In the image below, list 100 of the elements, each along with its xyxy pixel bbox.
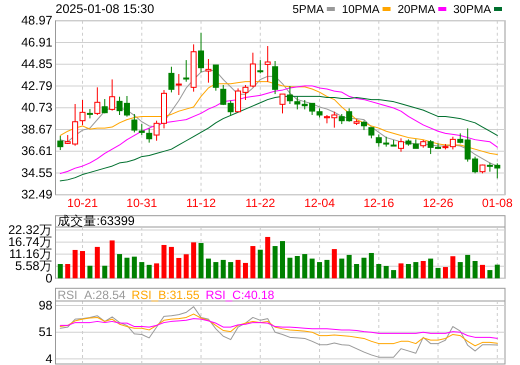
y-tick-label: 42.79 [21, 78, 53, 93]
legend-label: 5PMA [292, 4, 324, 16]
bar [413, 262, 418, 278]
bar [110, 240, 115, 278]
line-series [60, 314, 498, 346]
bar [391, 270, 396, 278]
candlestick [212, 64, 219, 92]
candlestick [102, 98, 108, 114]
bar [94, 246, 100, 278]
bar [242, 262, 248, 278]
y-tick-label: 0 [46, 271, 53, 286]
bar [317, 262, 322, 278]
line-series [60, 306, 498, 358]
bar [472, 260, 478, 278]
bar [80, 251, 86, 278]
bar [442, 267, 448, 278]
bar [339, 258, 344, 278]
bar [176, 258, 182, 278]
x-tick-label: 10-31 [126, 196, 158, 210]
candlestick [280, 94, 286, 114]
legend-label: 20PMA [398, 4, 436, 16]
y-tick-label: 46.91 [21, 35, 53, 50]
y-tick-label: 11.16万 [9, 247, 52, 262]
bar [368, 252, 374, 278]
candlestick [360, 120, 367, 131]
candlestick [94, 86, 100, 116]
y-tick-label: 5.58万 [15, 259, 52, 274]
candlestick [131, 114, 138, 133]
candlestick [176, 74, 182, 96]
chart-title: 2025-01-08 15:30 [56, 2, 154, 16]
bar [220, 260, 226, 278]
bar [294, 256, 300, 278]
bar [465, 254, 470, 278]
candlestick [198, 32, 204, 73]
bar [310, 258, 315, 278]
candlestick [250, 52, 256, 88]
series-label: RSI_B:31.55 [132, 288, 200, 302]
bar [102, 266, 108, 278]
line-series [60, 318, 498, 339]
y-tick-label: 34.55 [21, 166, 53, 180]
bar [265, 236, 270, 278]
candlestick [368, 127, 374, 139]
bar [346, 254, 352, 278]
bar [398, 263, 404, 278]
candlestick [272, 60, 278, 95]
bar [354, 264, 360, 278]
bar [168, 246, 174, 278]
candlestick [257, 60, 264, 74]
y-tick-label: 48.97 [21, 14, 53, 28]
candlestick [398, 138, 404, 152]
x-tick-label: 12-16 [363, 196, 394, 210]
bar [258, 250, 263, 278]
bar [250, 246, 256, 278]
candlestick [109, 78, 116, 112]
bar [58, 264, 63, 278]
y-tick-label: 98 [38, 298, 53, 313]
bar [213, 262, 218, 278]
x-tick-label: 12-04 [304, 196, 336, 210]
bar [480, 264, 485, 278]
bar [332, 249, 337, 278]
legend-label: 10PMA [342, 4, 380, 16]
bar [161, 244, 166, 278]
bar [228, 262, 234, 278]
bar [428, 258, 434, 278]
chart-title: 成交量:63399 [58, 213, 135, 228]
line-series [60, 85, 498, 174]
bar [302, 254, 308, 278]
y-tick-label: 4 [46, 352, 53, 365]
bar [436, 268, 441, 278]
y-tick-label: 32.49 [21, 188, 53, 202]
bar [487, 270, 492, 278]
bar [87, 266, 92, 278]
x-tick-label: 10-21 [67, 196, 98, 210]
bar [450, 256, 456, 278]
candlestick [264, 46, 271, 82]
x-tick-label: 01-08 [482, 196, 513, 210]
candlestick [146, 128, 152, 144]
bar [494, 264, 500, 278]
bar [184, 254, 189, 278]
candlestick [86, 108, 93, 119]
y-tick-label: 40.73 [21, 100, 53, 115]
y-tick-label: 22.32万 [8, 222, 52, 237]
y-tick-label: 44.85 [21, 57, 53, 72]
bar [117, 254, 122, 278]
bar [272, 246, 278, 278]
bar [206, 258, 211, 278]
bar [154, 263, 160, 278]
y-tick-label: 38.67 [21, 122, 53, 136]
candlestick [138, 124, 145, 136]
x-tick-label: 11-22 [245, 196, 276, 210]
bar [191, 242, 196, 278]
bar [198, 243, 204, 278]
bar [324, 260, 330, 278]
x-tick-label: 11-12 [186, 196, 216, 210]
y-tick-label: 51 [38, 325, 53, 340]
bar [65, 264, 70, 278]
legend-label: 30PMA [453, 4, 492, 16]
candlestick [57, 135, 64, 151]
candlestick [168, 66, 174, 93]
bar [376, 264, 382, 278]
